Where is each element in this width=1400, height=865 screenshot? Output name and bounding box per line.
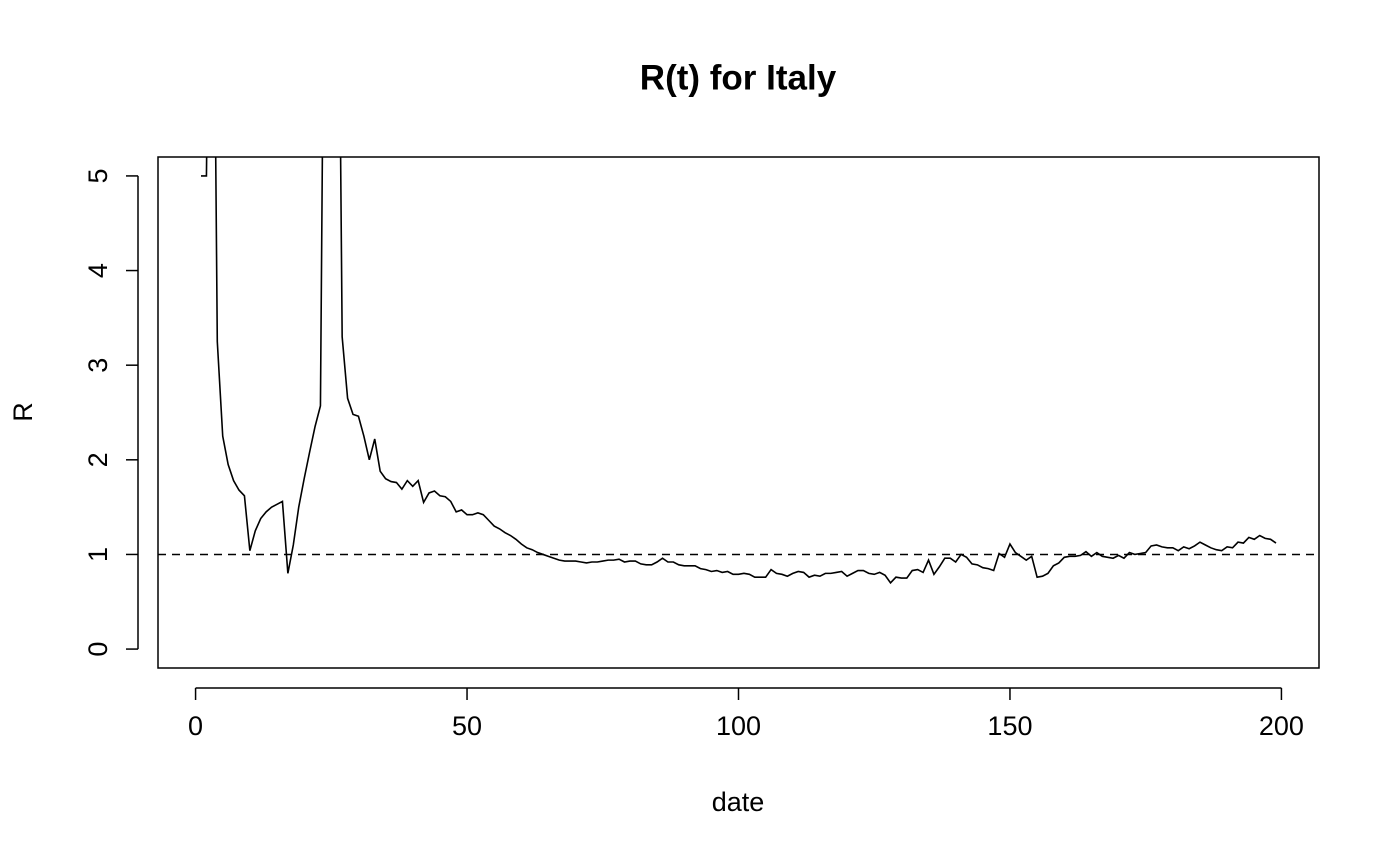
x-tick-label: 200 [1259,711,1304,741]
x-tick-label: 100 [716,711,761,741]
y-tick-label: 5 [83,168,113,183]
y-axis-label: R [8,402,38,422]
x-tick-label: 150 [987,711,1032,741]
y-tick-label: 4 [83,263,113,278]
plot-frame [157,156,1320,669]
y-tick-label: 0 [83,642,113,657]
y-tick-label: 1 [83,547,113,562]
chart-title: R(t) for Italy [640,58,837,97]
x-tick-label: 50 [452,711,482,741]
x-tick-label: 0 [188,711,203,741]
data-line [201,157,1277,585]
y-tick-label: 2 [83,452,113,467]
y-tick-label: 3 [83,358,113,373]
x-axis-label: date [712,787,765,817]
